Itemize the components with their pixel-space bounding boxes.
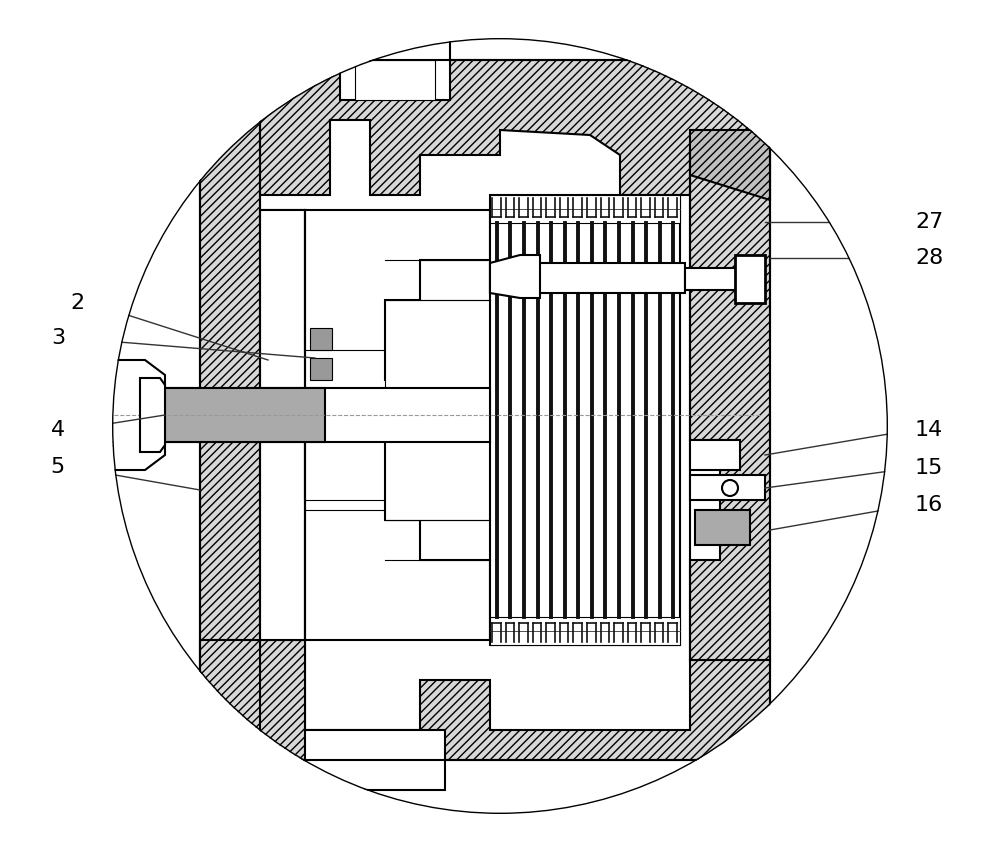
Bar xyxy=(305,730,445,790)
Text: 28: 28 xyxy=(915,248,943,268)
Polygon shape xyxy=(200,60,770,195)
Bar xyxy=(310,358,332,380)
Polygon shape xyxy=(55,360,165,470)
Bar xyxy=(685,268,740,290)
Text: 2: 2 xyxy=(71,293,85,313)
Text: 15: 15 xyxy=(915,458,943,478)
Bar xyxy=(690,475,765,500)
Bar xyxy=(490,617,680,645)
Polygon shape xyxy=(140,378,165,452)
Polygon shape xyxy=(490,255,540,298)
Text: 16: 16 xyxy=(915,495,943,515)
Text: 14: 14 xyxy=(915,420,943,440)
Polygon shape xyxy=(690,150,770,660)
Bar xyxy=(340,35,450,100)
Polygon shape xyxy=(690,130,770,200)
Text: 27: 27 xyxy=(915,212,943,232)
Text: 5: 5 xyxy=(51,457,65,477)
Bar xyxy=(310,328,332,350)
Bar xyxy=(150,388,325,442)
Bar xyxy=(490,263,685,293)
Bar xyxy=(490,195,680,223)
Polygon shape xyxy=(200,60,305,760)
Bar xyxy=(385,300,490,520)
Circle shape xyxy=(722,480,738,496)
Text: 4: 4 xyxy=(51,420,65,440)
Polygon shape xyxy=(200,640,770,760)
Bar xyxy=(490,195,680,645)
Bar xyxy=(735,255,765,303)
Text: 3: 3 xyxy=(51,328,65,348)
Bar xyxy=(355,60,435,100)
Bar xyxy=(55,388,490,442)
Polygon shape xyxy=(260,210,340,640)
Bar xyxy=(695,510,750,545)
Polygon shape xyxy=(305,210,490,640)
Bar xyxy=(690,440,740,470)
